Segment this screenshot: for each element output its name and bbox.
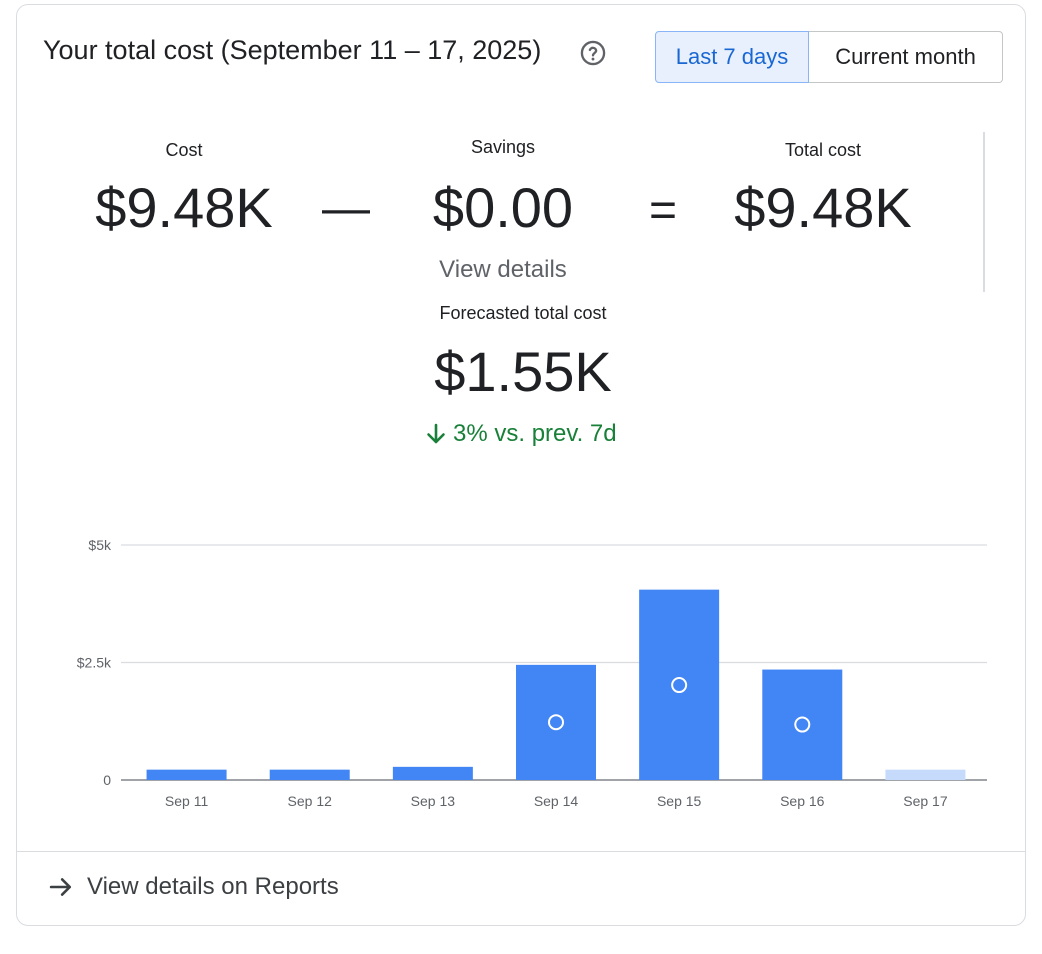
forecast-value: $1.55K — [434, 340, 612, 403]
total-cost-value: $9.48K — [734, 176, 912, 239]
x-tick-label: Sep 12 — [288, 793, 333, 809]
cost-bar[interactable] — [146, 769, 227, 780]
arrow-right-icon — [49, 878, 72, 896]
y-tick-label: $2.5k — [77, 655, 112, 671]
minus-operator: — — [322, 182, 370, 235]
cost-bar[interactable] — [639, 589, 720, 780]
forecast-marker — [794, 716, 811, 733]
x-tick-label: Sep 11 — [165, 793, 209, 809]
equals-operator: = — [649, 184, 678, 237]
cost-bar[interactable] — [516, 664, 596, 780]
y-tick-label: 0 — [103, 772, 111, 788]
vertical-divider — [983, 132, 985, 292]
card-title: Your total cost (September 11 – 17, 2025… — [43, 35, 542, 65]
total-cost-label: Total cost — [784, 140, 862, 160]
period-toggle: Last 7 days Current month — [655, 31, 1003, 83]
trend-text: 3% vs. prev. 7d — [453, 420, 617, 447]
last-7-days-button[interactable]: Last 7 days — [655, 31, 809, 83]
cost-bar[interactable] — [269, 769, 350, 780]
arrow-down-icon — [427, 423, 445, 444]
current-month-button[interactable]: Current month — [809, 31, 1003, 83]
x-tick-label: Sep 15 — [657, 793, 702, 809]
y-tick-label: $5k — [88, 537, 112, 553]
cost-value: $9.48K — [95, 176, 273, 239]
forecast-marker — [548, 714, 564, 731]
x-tick-label: Sep 14 — [534, 793, 579, 809]
cost-bar[interactable] — [762, 669, 843, 780]
forecast-label: Forecasted total cost — [439, 303, 607, 323]
view-reports-link[interactable]: View details on Reports — [47, 873, 339, 901]
savings-value: $0.00 — [432, 176, 574, 239]
view-reports-text: View details on Reports — [87, 873, 339, 900]
help-circle-icon[interactable] — [579, 39, 607, 67]
trend-indicator: 3% vs. prev. 7d — [425, 420, 617, 448]
x-tick-label: Sep 17 — [903, 793, 948, 809]
savings-label: Savings — [470, 137, 536, 157]
footer-divider — [17, 851, 1025, 852]
view-details-link[interactable]: View details — [439, 256, 567, 283]
forecast-marker — [671, 677, 688, 694]
cost-label: Cost — [165, 140, 203, 160]
daily-cost-bar-chart: 0 $2.5k $5k Sep 11 Sep 12 Sep 13 Sep 14 Sep 15… — [77, 537, 987, 809]
total-cost-card: Your total cost (September 11 – 17, 2025… — [16, 4, 1026, 926]
forecast-bar[interactable] — [885, 769, 966, 780]
x-tick-label: Sep 16 — [780, 793, 825, 809]
cost-bar[interactable] — [392, 766, 473, 780]
x-tick-label: Sep 13 — [411, 793, 456, 809]
